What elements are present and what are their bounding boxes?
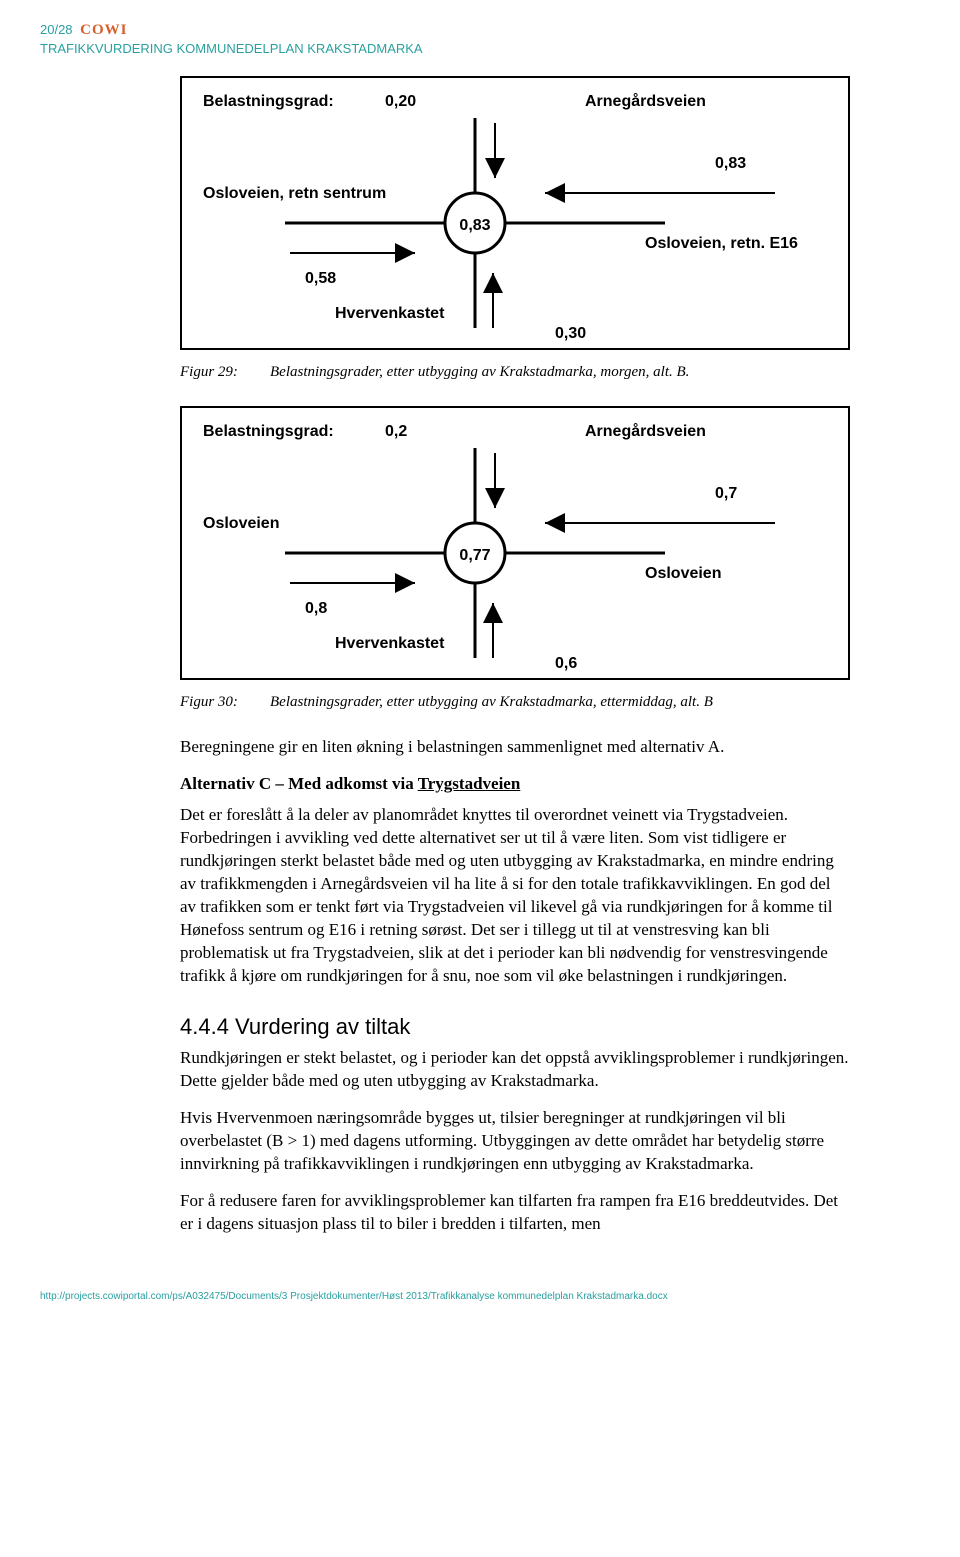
- caption-1: Figur 29: Belastningsgrader, etter utbyg…: [180, 362, 850, 382]
- d2-belast-value: 0,2: [385, 423, 407, 440]
- d1-east-label: Osloveien, retn. E16: [645, 235, 798, 252]
- caption-2-figno: Figur 30:: [180, 692, 270, 712]
- d2-east-label: Osloveien: [645, 565, 721, 582]
- d1-north-label: Arnegårdsveien: [585, 92, 706, 110]
- brand-logo: COWI: [80, 22, 127, 38]
- para-444-1: Rundkjøringen er stekt belastet, og i pe…: [180, 1047, 850, 1093]
- subheading-alt-c: Alternativ C – Med adkomst via Trygstadv…: [180, 773, 850, 796]
- d1-west-value: 0,58: [305, 270, 336, 287]
- para-after-cap2: Beregningene gir en liten økning i belas…: [180, 736, 850, 759]
- footer-path: http://projects.cowiportal.com/ps/A03247…: [0, 1290, 960, 1322]
- caption-2: Figur 30: Belastningsgrader, etter utbyg…: [180, 692, 850, 712]
- d1-belast-value: 0,20: [385, 93, 416, 110]
- d1-west-label: Osloveien, retn sentrum: [203, 185, 386, 202]
- para-444-3: For å redusere faren for avviklingsprobl…: [180, 1190, 850, 1236]
- d1-belast-label: Belastningsgrad:: [203, 93, 334, 110]
- diagram-2: Belastningsgrad: 0,2 Arnegårdsveien 0,7 …: [180, 406, 850, 680]
- d1-east-value: 0,83: [715, 155, 746, 172]
- d2-west-value: 0,8: [305, 600, 327, 617]
- d2-west-label: Osloveien: [203, 515, 279, 532]
- header-title: TRAFIKKVURDERING KOMMUNEDELPLAN KRAKSTAD…: [40, 41, 423, 56]
- diagram-1: Belastningsgrad: 0,20 Arnegårdsveien 0,8…: [180, 76, 850, 350]
- d2-south-label: Hvervenkastet: [335, 635, 445, 652]
- section-heading-444: 4.4.4 Vurdering av tiltak: [180, 1012, 850, 1042]
- page-number: 20/28: [40, 22, 73, 37]
- d2-east-value: 0,7: [715, 485, 737, 502]
- d1-south-value: 0,30: [555, 325, 586, 342]
- d2-center-value: 0,77: [459, 547, 490, 564]
- subheading-alt-c-prefix: Alternativ C – Med adkomst via: [180, 774, 418, 793]
- para-444-2: Hvis Hvervenmoen næringsområde bygges ut…: [180, 1107, 850, 1176]
- d1-south-label: Hvervenkastet: [335, 305, 445, 322]
- caption-2-text: Belastningsgrader, etter utbygging av Kr…: [270, 692, 713, 712]
- caption-1-figno: Figur 29:: [180, 362, 270, 382]
- d1-center-value: 0,83: [459, 217, 490, 234]
- para-alt-c: Det er foreslått å la deler av planområd…: [180, 804, 850, 988]
- d2-north-label: Arnegårdsveien: [585, 422, 706, 440]
- page-header: 20/28 COWI TRAFIKKVURDERING KOMMUNEDELPL…: [0, 0, 960, 64]
- page-content: Belastningsgrad: 0,20 Arnegårdsveien 0,8…: [0, 64, 960, 1290]
- caption-1-text: Belastningsgrader, etter utbygging av Kr…: [270, 362, 689, 382]
- d2-belast-label: Belastningsgrad:: [203, 423, 334, 440]
- d2-south-value: 0,6: [555, 655, 577, 672]
- subheading-alt-c-underlined: Trygstadveien: [418, 774, 521, 793]
